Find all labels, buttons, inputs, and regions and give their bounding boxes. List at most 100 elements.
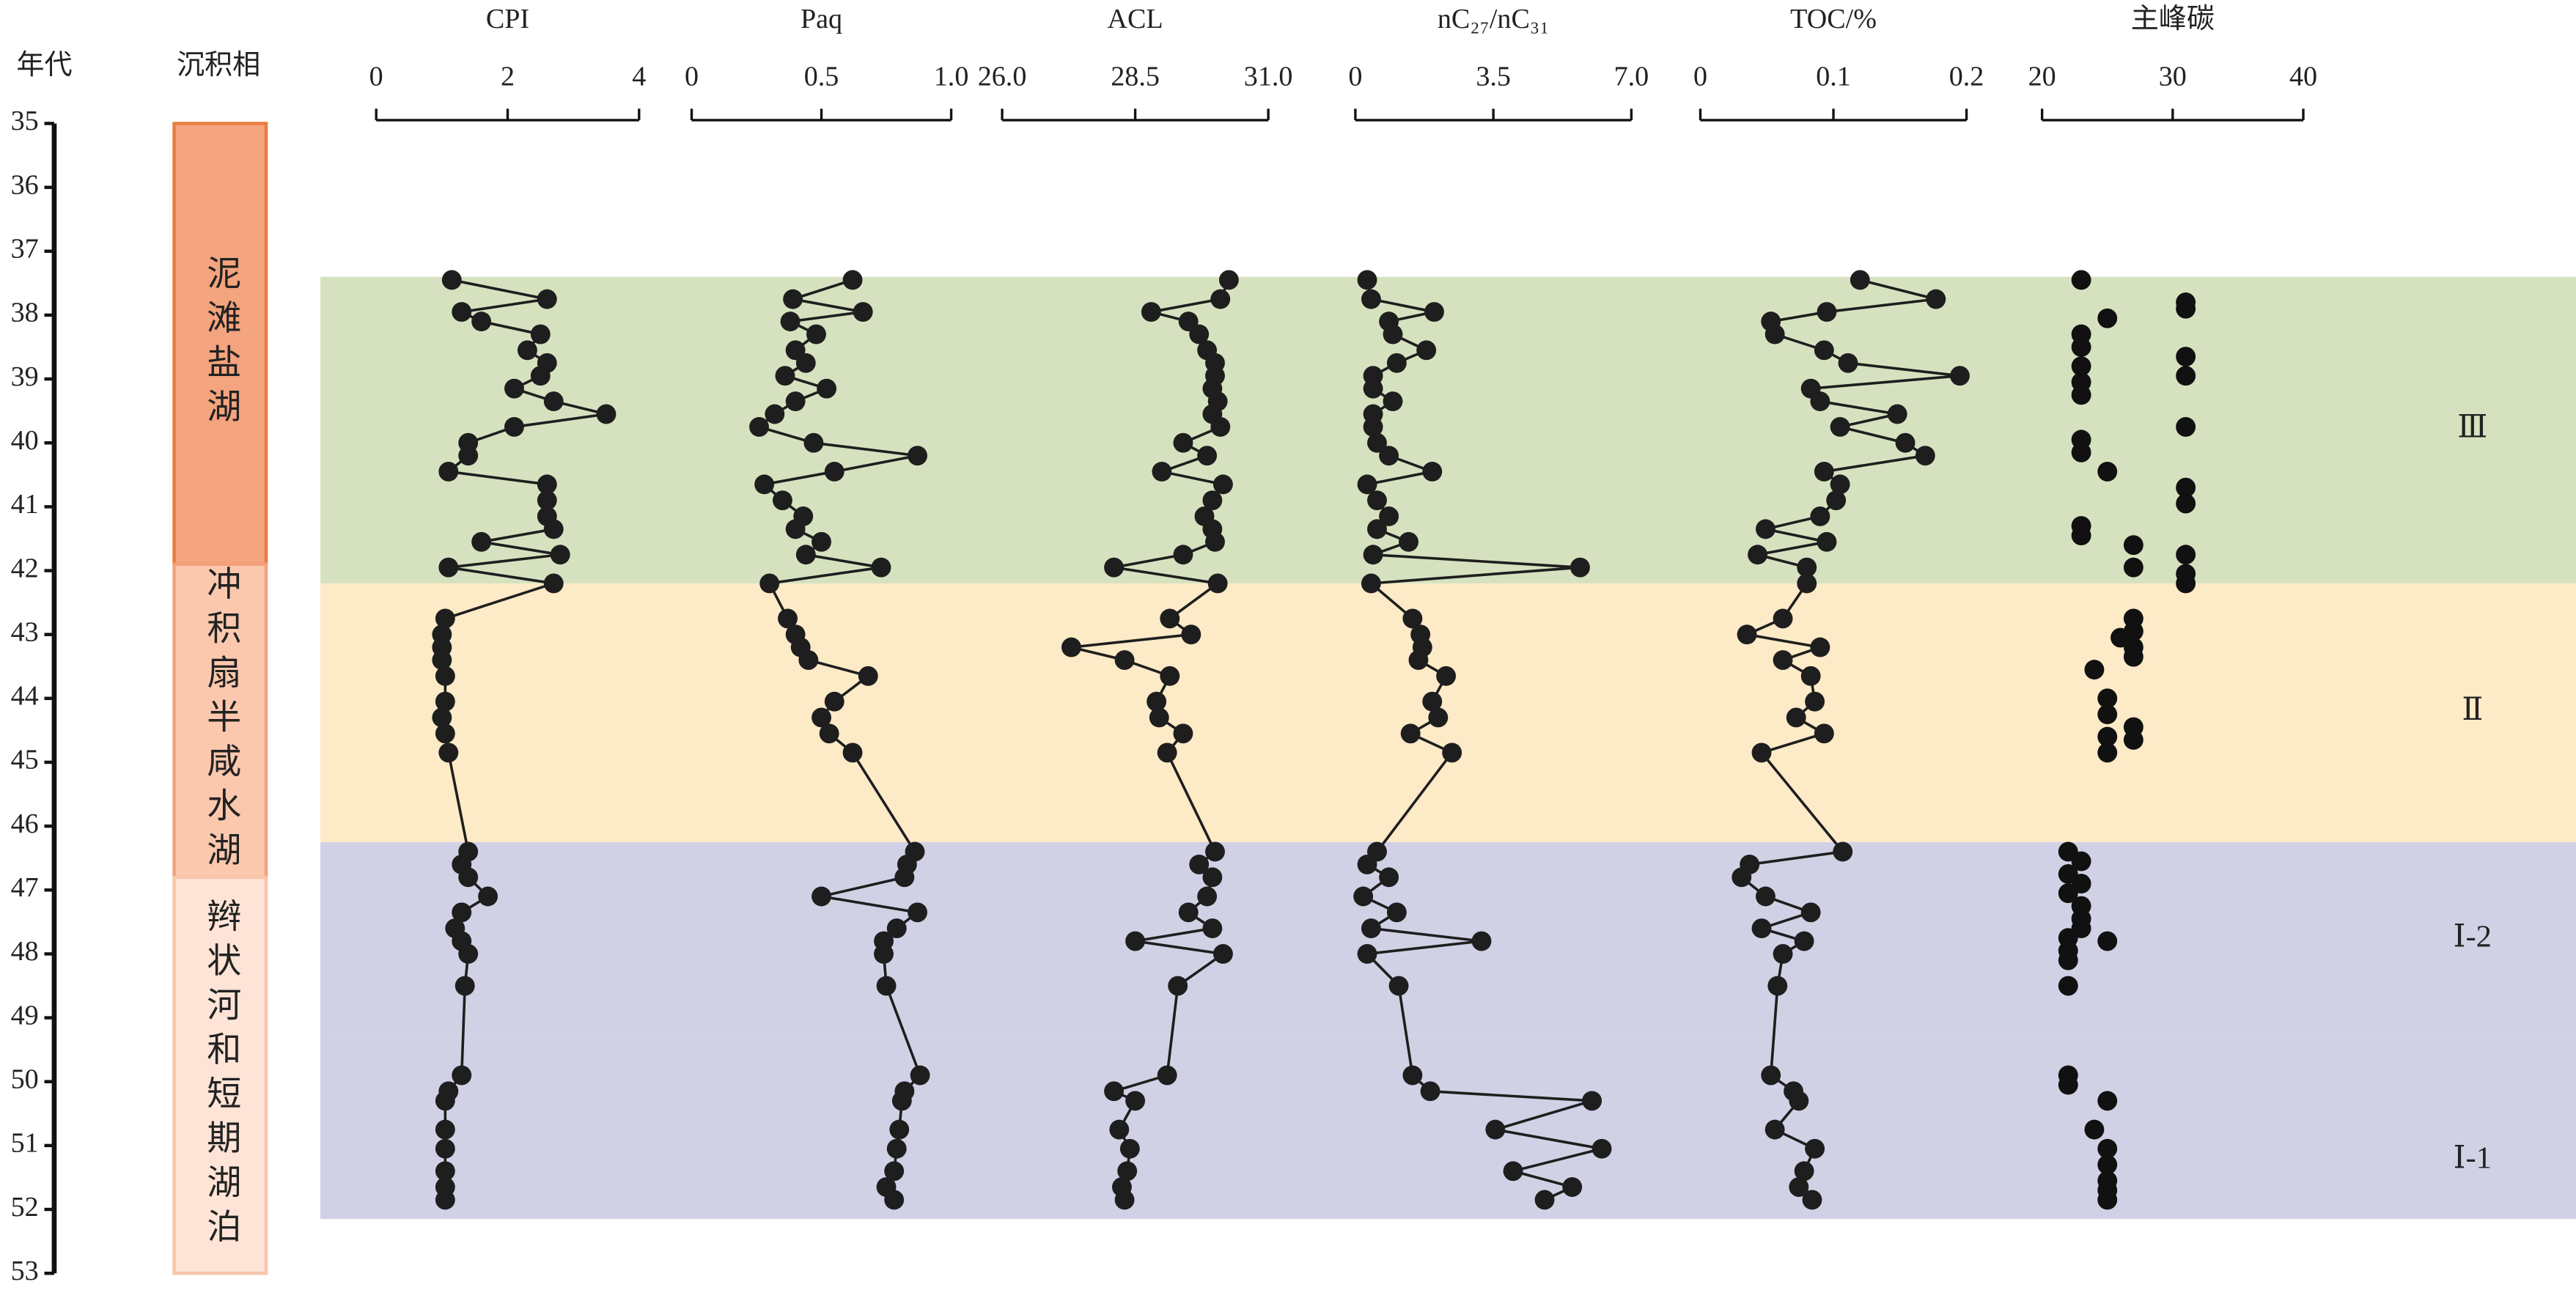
data-point [1367, 432, 1387, 453]
data-point [894, 867, 915, 888]
data-point [1761, 1065, 1781, 1086]
y-axis-title: 年代 [16, 49, 72, 81]
data-point [432, 650, 452, 670]
data-point [432, 707, 452, 728]
facies-label: 泥滩盐湖 [201, 255, 240, 432]
data-point [1114, 650, 1135, 670]
data-point [1152, 461, 1172, 482]
data-point [775, 366, 795, 386]
data-point [504, 378, 524, 399]
data-point [1119, 1138, 1140, 1159]
data-point [530, 324, 551, 344]
y-tick-label: 45 [11, 745, 39, 775]
facies-label: 辫状河和短期湖泊 [201, 898, 240, 1253]
data-point [1810, 637, 1830, 657]
y-tick-label: 50 [11, 1064, 39, 1094]
data-point [1157, 1065, 1177, 1086]
data-point [1173, 545, 1193, 565]
data-point [1173, 432, 1193, 453]
data-point [1353, 886, 1374, 907]
data-point [478, 886, 498, 907]
x-tick-label: 0 [685, 62, 699, 92]
data-point [1379, 867, 1399, 888]
data-point [2097, 742, 2118, 763]
zone-label: Ⅰ-1 [2454, 1141, 2492, 1176]
data-point [1157, 742, 1177, 763]
data-point [1357, 270, 1377, 290]
data-point [435, 608, 455, 629]
facies-box [172, 875, 268, 1275]
data-point [1503, 1161, 1523, 1182]
data-point [1751, 742, 1772, 763]
facies-title: 沉积相 [177, 50, 260, 81]
data-point [871, 557, 891, 578]
data-point [1442, 742, 1462, 763]
data-point [884, 1161, 905, 1182]
data-point [2058, 1075, 2078, 1095]
data-point [2071, 270, 2091, 290]
data-point [1751, 918, 1772, 939]
data-point [1838, 353, 1858, 373]
data-point [458, 867, 479, 888]
x-tick-label: 0.1 [1816, 62, 1851, 92]
data-point [1800, 902, 1821, 923]
data-point [1950, 366, 1970, 386]
data-point [2097, 726, 2118, 747]
data-point [435, 1190, 455, 1210]
data-point [452, 302, 472, 322]
panel-title: Paq [801, 4, 842, 34]
data-point [853, 302, 873, 322]
data-point [1189, 854, 1210, 874]
data-point [452, 1065, 472, 1086]
data-point [1178, 902, 1199, 923]
data-point [435, 1119, 455, 1140]
data-point [765, 404, 785, 424]
data-point [1817, 531, 1837, 552]
data-point [471, 312, 492, 332]
data-point [908, 902, 927, 923]
data-point [1367, 519, 1387, 539]
x-tick-label: 3.5 [1476, 62, 1511, 92]
data-point [2176, 573, 2196, 594]
data-point [1830, 474, 1850, 495]
data-point [1534, 1190, 1555, 1210]
facies-label: 冲积扇半咸水湖 [201, 566, 240, 877]
data-point [908, 446, 927, 466]
data-point [1895, 432, 1916, 453]
data-point [1850, 270, 1870, 290]
data-point [1104, 1081, 1124, 1102]
data-point [1756, 519, 1775, 539]
data-point [1210, 289, 1231, 309]
data-point [2071, 385, 2091, 405]
data-point [1205, 531, 1225, 552]
data-point [1797, 557, 1817, 578]
data-point [1748, 545, 1768, 565]
data-point [889, 1119, 910, 1140]
data-point [812, 707, 831, 728]
data-point [1756, 886, 1775, 907]
data-point [1197, 886, 1218, 907]
data-point [812, 886, 831, 907]
data-point [1420, 1081, 1440, 1102]
data-point [1367, 490, 1387, 511]
data-point [1773, 650, 1793, 670]
zone-band [320, 583, 2576, 842]
data-point [1814, 723, 1834, 744]
data-point [2097, 688, 2118, 709]
data-point [1181, 624, 1201, 645]
data-point [2097, 308, 2118, 328]
data-point [2176, 347, 2196, 367]
data-point [1109, 1119, 1130, 1140]
y-tick-label: 43 [11, 616, 39, 647]
data-point [550, 545, 570, 565]
data-point [1424, 302, 1444, 322]
data-point [891, 1091, 912, 1111]
data-point [537, 289, 557, 309]
panel-title: CPI [486, 4, 529, 34]
x-tick-label: 7.0 [1614, 62, 1649, 92]
data-point [1402, 608, 1423, 629]
data-point [1591, 1138, 1612, 1159]
data-point [910, 1065, 930, 1086]
